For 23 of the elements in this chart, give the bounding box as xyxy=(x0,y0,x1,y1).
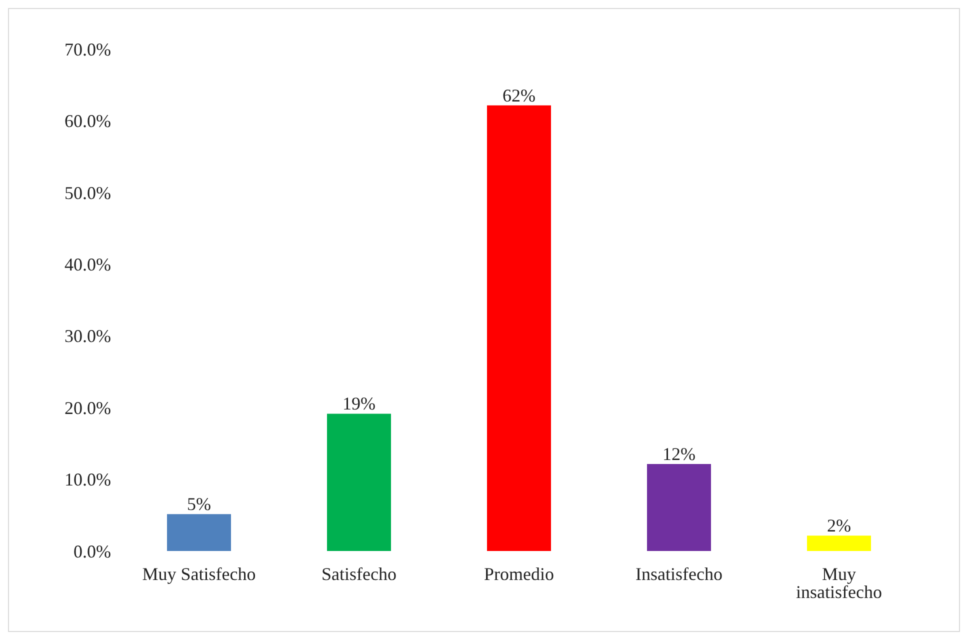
y-tick-label: 40.0% xyxy=(64,254,111,275)
bar xyxy=(487,105,551,551)
bar xyxy=(167,514,231,551)
x-tick-label: Satisfecho xyxy=(322,564,396,584)
bar xyxy=(327,414,391,551)
data-label: 5% xyxy=(187,494,211,514)
data-label: 2% xyxy=(827,516,851,536)
y-tick-label: 30.0% xyxy=(64,326,111,346)
x-tick-label: Muy insatisfecho xyxy=(796,564,882,602)
bar xyxy=(807,536,871,551)
bar xyxy=(647,464,711,551)
y-tick-label: 50.0% xyxy=(64,182,111,203)
y-tick-label: 20.0% xyxy=(64,398,111,418)
y-tick-label: 60.0% xyxy=(64,111,111,132)
x-tick-label: Muy Satisfecho xyxy=(142,564,256,584)
data-label: 12% xyxy=(662,444,696,464)
y-tick-label: 10.0% xyxy=(64,470,111,490)
data-label: 19% xyxy=(342,394,376,414)
x-tick-label: Insatisfecho xyxy=(636,564,722,584)
y-tick-label: 70.0% xyxy=(64,39,111,60)
x-tick-label: Promedio xyxy=(484,564,554,584)
data-label: 62% xyxy=(502,85,536,106)
y-tick-label: 0.0% xyxy=(74,541,111,562)
